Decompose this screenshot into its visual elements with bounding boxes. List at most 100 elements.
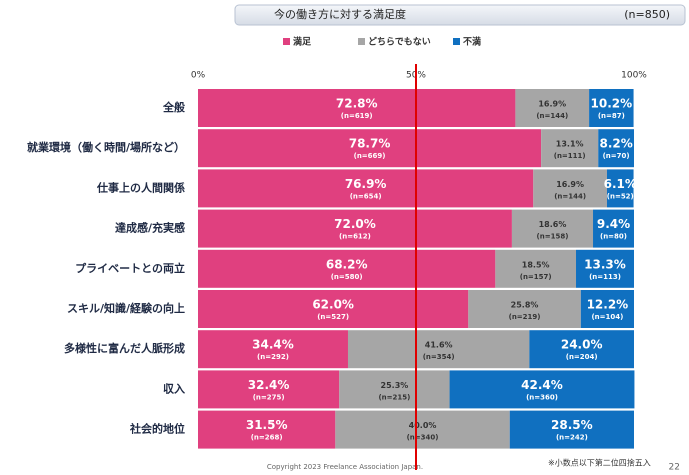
- value-label: 13.1%: [556, 140, 584, 149]
- legend-swatch: [283, 38, 290, 45]
- bar-segment: [198, 370, 340, 409]
- legend-label: 不満: [463, 36, 481, 48]
- value-label: 16.9%: [538, 100, 566, 109]
- bar-segment: [339, 370, 450, 409]
- title-box: [234, 4, 686, 26]
- bar-segment: [593, 209, 634, 248]
- value-label: 76.9%: [345, 177, 387, 191]
- value-label: 25.3%: [381, 381, 409, 390]
- category-label: 収入: [163, 382, 185, 395]
- bar-segment: [533, 169, 607, 208]
- n-label: (n=527): [317, 313, 349, 321]
- n-label: (n=144): [536, 112, 568, 120]
- value-label: 34.4%: [252, 338, 294, 352]
- value-label: 41.6%: [425, 341, 453, 350]
- value-label: 32.4%: [248, 378, 290, 392]
- value-label: 40.0%: [409, 421, 437, 430]
- n-label: (n=104): [591, 313, 623, 321]
- bar-segment: [529, 330, 634, 369]
- n-label: (n=275): [253, 393, 285, 401]
- bar-segment: [198, 209, 512, 248]
- n-label: (n=340): [407, 434, 439, 442]
- n-label: (n=70): [603, 152, 630, 160]
- bar-segment: [541, 129, 599, 168]
- bar-segment: [511, 209, 594, 248]
- n-label: (n=268): [251, 434, 283, 442]
- bar-segment: [198, 290, 469, 328]
- value-label: 6.1%: [604, 177, 637, 191]
- bar-segment: [335, 410, 510, 449]
- n-label: (n=215): [378, 393, 410, 401]
- bar-segment: [468, 290, 581, 328]
- bar-segment: [198, 410, 336, 449]
- bar-segment: [580, 290, 634, 328]
- bar-segment: [576, 249, 634, 288]
- value-label: 18.5%: [522, 260, 550, 269]
- bar-segment: [198, 129, 542, 168]
- n-label: (n=242): [556, 434, 588, 442]
- category-label: 社会的地位: [129, 422, 185, 436]
- category-label: 就業環境（働く時間/場所など）: [27, 140, 185, 154]
- chart-title: 今の働き方に対する満足度: [274, 7, 406, 21]
- value-label: 10.2%: [591, 97, 633, 111]
- value-label: 62.0%: [312, 298, 354, 312]
- value-label: 24.0%: [561, 338, 603, 352]
- bar-segment: [449, 370, 635, 409]
- n-label: (n=292): [257, 353, 289, 361]
- category-label: 多様性に富んだ人脈形成: [64, 341, 185, 355]
- value-label: 16.9%: [556, 180, 584, 189]
- n-label: (n=87): [598, 112, 625, 120]
- n-label: (n=157): [520, 273, 552, 281]
- bar-segment: [515, 89, 590, 127]
- value-label: 68.2%: [326, 257, 368, 271]
- category-label: 仕事上の人間関係: [96, 180, 185, 194]
- legend-swatch: [453, 38, 460, 45]
- n-label: (n=158): [537, 233, 569, 241]
- value-label: 12.2%: [587, 298, 629, 312]
- n-label: (n=654): [350, 192, 382, 200]
- category-label: 達成感/充実感: [115, 221, 185, 235]
- value-label: 25.8%: [511, 301, 539, 310]
- n-label: (n=144): [554, 192, 586, 200]
- legend-label: 満足: [293, 36, 312, 48]
- subtitle: (n=850): [624, 8, 670, 21]
- legend-swatch: [358, 38, 365, 45]
- value-label: 78.7%: [349, 137, 391, 151]
- value-label: 42.4%: [521, 378, 563, 392]
- x-tick-label: 100%: [621, 71, 647, 81]
- n-label: (n=619): [341, 112, 373, 120]
- bar-segment: [198, 330, 348, 369]
- bar-segment: [509, 410, 634, 449]
- page-number: 22: [669, 463, 680, 473]
- footnote: ※小数点以下第二位四捨五入: [548, 458, 651, 468]
- n-label: (n=204): [566, 353, 598, 361]
- value-label: 13.3%: [584, 257, 626, 271]
- value-label: 72.8%: [336, 97, 378, 111]
- category-label: スキル/知識/経験の向上: [67, 301, 185, 315]
- n-label: (n=52): [607, 192, 634, 200]
- n-label: (n=80): [600, 233, 627, 241]
- category-label: プライベートとの両立: [75, 261, 185, 275]
- legend-label: どちらでもない: [368, 36, 431, 48]
- value-label: 9.4%: [597, 217, 630, 231]
- bar-segment: [606, 169, 634, 208]
- n-label: (n=669): [354, 152, 386, 160]
- value-label: 31.5%: [246, 418, 288, 432]
- bar-segment: [198, 249, 496, 288]
- value-label: 8.2%: [599, 137, 632, 151]
- bar-segment: [198, 89, 516, 127]
- n-label: (n=580): [331, 273, 363, 281]
- n-label: (n=113): [589, 273, 621, 281]
- n-label: (n=111): [554, 152, 586, 160]
- n-label: (n=354): [423, 353, 455, 361]
- bar-segment: [589, 89, 634, 127]
- bar-segment: [198, 169, 534, 208]
- bar-segment: [495, 249, 577, 288]
- value-label: 72.0%: [334, 217, 376, 231]
- n-label: (n=612): [339, 233, 371, 241]
- value-label: 28.5%: [551, 418, 593, 432]
- n-label: (n=360): [526, 393, 558, 401]
- bar-segment: [598, 129, 634, 168]
- value-label: 18.6%: [539, 220, 567, 229]
